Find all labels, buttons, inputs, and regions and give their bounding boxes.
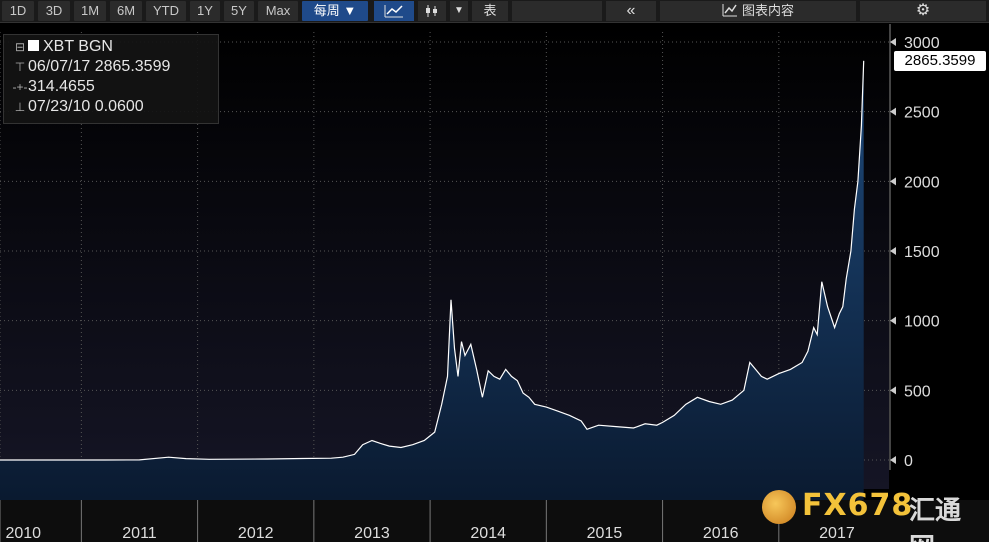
legend-low-row: ⊥ 07/23/10 0.0600 (12, 97, 144, 117)
high-marker-icon: ⊤ (14, 60, 26, 74)
y-tick-label-5: 2500 (904, 105, 940, 122)
chart-type-dropdown-icon[interactable]: ▼ (450, 1, 468, 21)
x-tick-label-2010: 2010 (5, 525, 41, 542)
y-tick-mark-1 (890, 386, 896, 395)
range-3d-button[interactable]: 3D (38, 1, 70, 21)
range-1y-button[interactable]: 1Y (190, 1, 220, 21)
table-button[interactable]: 表 (472, 1, 508, 21)
x-tick-label-2014: 2014 (470, 525, 506, 542)
toolbar-spacer (512, 1, 602, 21)
legend-avg-row: -+-314.4655 (12, 77, 95, 97)
y-tick-label-3: 1500 (904, 244, 940, 261)
y-tick-mark-3 (890, 247, 896, 255)
y-tick-label-2: 1000 (904, 314, 940, 331)
price-line (0, 60, 865, 461)
x-tick-label-2016: 2016 (703, 525, 739, 542)
double-chevron-left-icon: « (626, 2, 636, 19)
collapse-box-icon[interactable]: ⊟ (14, 40, 26, 54)
y-tick-mark-4 (890, 177, 896, 186)
candlestick-icon[interactable] (418, 1, 446, 21)
low-marker-icon: ⊥ (14, 100, 26, 114)
y-axis: 0 500 1000 1500 2000 2500 3000 (889, 24, 940, 470)
range-max-button[interactable]: Max (258, 1, 298, 21)
y-tick-mark-6 (890, 38, 896, 46)
x-tick-label-2011: 2011 (122, 525, 157, 542)
legend-high: 06/07/17 2865.3599 (28, 58, 171, 75)
legend-avg: 314.4655 (28, 78, 95, 95)
range-ytd-button[interactable]: YTD (146, 1, 186, 21)
y-tick-mark-2 (890, 316, 896, 325)
x-axis-band (0, 500, 989, 542)
legend-high-row: ⊤ 06/07/17 2865.3599 (12, 57, 171, 77)
y-tick-mark-0 (890, 456, 896, 464)
x-tick-label-2017: 2017 (819, 525, 855, 542)
legend-ticker: XBT BGN (43, 38, 113, 55)
range-1m-button[interactable]: 1M (74, 1, 106, 21)
x-axis: 2010 2011 2012 2013 2014 2015 2016 2017 (0, 500, 989, 542)
legend-panel: ⊟ XBT BGN ⊤ 06/07/17 2865.3599 -+-314.4655… (3, 34, 219, 124)
y-tick-label-1: 500 (904, 383, 931, 400)
price-area (0, 60, 864, 501)
y-tick-mark-5 (890, 107, 896, 116)
x-tick-label-2013: 2013 (354, 525, 390, 542)
x-tick-label-2012: 2012 (238, 525, 274, 542)
range-1d-button[interactable]: 1D (2, 1, 34, 21)
frequency-dropdown[interactable]: 每周 ▼ (302, 1, 368, 21)
watermark-logo-icon (762, 490, 796, 524)
gear-icon: ⚙ (915, 2, 931, 19)
y-tick-label-4: 2000 (904, 174, 940, 191)
toolbar: 1D 3D 1M 6M YTD 1Y 5Y Max 每周 ▼ ▼ 表 « 图表内… (0, 0, 989, 23)
x-tick-label-2015: 2015 (587, 525, 623, 542)
watermark-brand: FX678 (802, 488, 914, 523)
settings-button[interactable]: ⚙ (860, 1, 986, 21)
average-marker-icon: -+- (12, 80, 28, 94)
line-chart-icon[interactable] (374, 1, 414, 21)
chart-content-button[interactable]: 图表内容 (660, 1, 856, 21)
legend-swatch (28, 40, 39, 51)
chart-content-label: 图表内容 (741, 3, 794, 18)
range-6m-button[interactable]: 6M (110, 1, 142, 21)
last-price-tag: 2865.3599 (894, 51, 986, 71)
chart-content-icon (722, 4, 737, 17)
y-tick-label-6: 3000 (904, 35, 940, 52)
legend-ticker-row: ⊟ XBT BGN (12, 37, 113, 57)
watermark-cn: 汇通网 (909, 496, 962, 542)
legend-low: 07/23/10 0.0600 (28, 98, 144, 115)
y-tick-label-0: 0 (904, 453, 913, 470)
range-5y-button[interactable]: 5Y (224, 1, 254, 21)
collapse-button[interactable]: « (606, 1, 656, 21)
watermark: FX678 汇通网 (762, 488, 977, 542)
